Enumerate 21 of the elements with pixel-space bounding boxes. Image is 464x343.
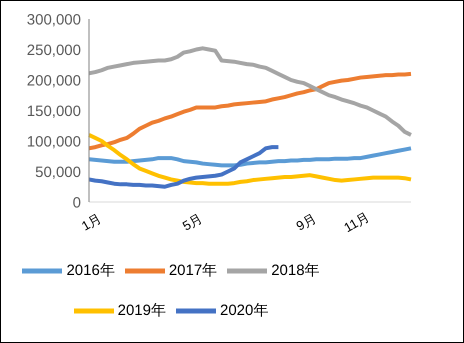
line-series (87, 146, 413, 168)
y-tick-label: 150,000 (26, 102, 81, 120)
y-tick-label: 50,000 (35, 164, 81, 181)
legend-label: 2017年 (168, 262, 218, 279)
y-tick-label: 200,000 (26, 72, 81, 90)
y-tick-label: 300,000 (26, 11, 81, 28)
y-tick-label: 100,000 (26, 133, 81, 150)
legend-label: 2019年 (118, 302, 166, 319)
line-series (87, 145, 280, 189)
y-tick-label: 250,000 (26, 42, 81, 59)
x-tick-label: 11月 (341, 208, 372, 236)
line-series (87, 72, 413, 150)
line-series (87, 46, 413, 137)
x-tick-label: 9月 (294, 210, 319, 234)
x-tick-label: 5月 (180, 210, 205, 234)
legend-label: 2016年 (66, 262, 115, 279)
line-series (87, 132, 413, 186)
y-tick-label: 0 (72, 194, 81, 212)
x-tick-label: 1月 (78, 210, 104, 234)
legend-label: 2018年 (271, 262, 320, 279)
legend-label: 2020年 (220, 302, 268, 319)
